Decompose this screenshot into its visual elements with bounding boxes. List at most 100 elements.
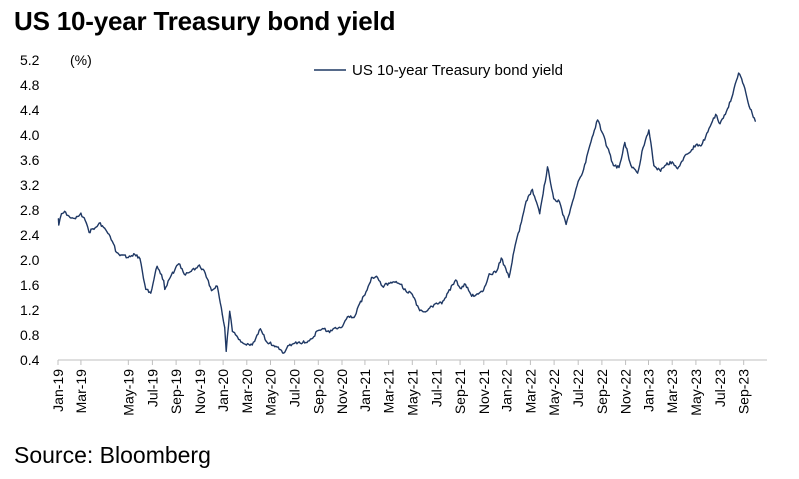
yield-data-point xyxy=(92,228,94,230)
yield-data-point xyxy=(405,290,407,292)
yield-data-point xyxy=(731,97,733,99)
x-tick-label: Jul-19 xyxy=(144,369,160,407)
yield-data-point xyxy=(164,288,166,290)
yield-data-point xyxy=(455,279,457,281)
yield-data-point xyxy=(748,105,750,107)
yield-data-point xyxy=(707,131,709,133)
yield-data-point xyxy=(334,326,336,329)
x-tick-label: May-22 xyxy=(546,369,562,416)
yield-data-point xyxy=(370,276,373,279)
yield-data-point xyxy=(74,218,77,220)
x-tick-label: Mar-23 xyxy=(664,369,680,414)
yield-data-point xyxy=(265,340,267,342)
x-tick-label: Jan-22 xyxy=(499,369,515,412)
yield-data-point xyxy=(127,256,129,259)
yield-data-point xyxy=(558,201,561,203)
yield-data-point xyxy=(612,165,615,167)
x-tick-label: Nov-22 xyxy=(618,369,634,414)
y-tick-label: 4.0 xyxy=(20,127,40,143)
y-tick-label: 1.2 xyxy=(20,302,40,318)
x-tick-label: Nov-21 xyxy=(476,369,492,414)
yield-data-point xyxy=(145,288,147,290)
x-tick-label: Jan-23 xyxy=(641,369,657,412)
yield-data-point xyxy=(311,338,313,340)
yield-data-point xyxy=(323,328,325,330)
x-tick-label: Jan-21 xyxy=(357,369,373,412)
yield-data-point xyxy=(508,276,510,279)
yield-data-point xyxy=(98,222,100,224)
chart-title: US 10-year Treasury bond yield xyxy=(14,6,396,36)
yield-data-point xyxy=(358,303,361,305)
yield-data-point xyxy=(431,305,433,307)
yield-data-point xyxy=(571,204,573,206)
yield-data-point xyxy=(464,283,467,285)
yield-data-point xyxy=(204,272,206,274)
yield-data-point xyxy=(606,146,608,149)
y-tick-label: 4.4 xyxy=(20,102,40,118)
yield-data-point xyxy=(719,123,721,125)
yield-data-point xyxy=(184,274,186,276)
yield-data-point xyxy=(539,213,541,215)
x-tick-label: Jan-19 xyxy=(50,369,66,412)
yield-data-point xyxy=(57,218,60,220)
yield-data-point xyxy=(653,165,655,167)
yield-data-point xyxy=(700,145,702,147)
yield-data-point xyxy=(589,145,591,147)
y-tick-label: 5.2 xyxy=(20,52,40,68)
yield-data-point xyxy=(163,280,165,282)
yield-data-point xyxy=(482,290,484,292)
y-tick-label: 4.8 xyxy=(20,77,40,93)
yield-data-point xyxy=(58,224,60,226)
x-tick-label: Mar-19 xyxy=(73,369,89,414)
yield-data-point xyxy=(393,281,395,283)
yield-data-point xyxy=(317,330,319,332)
yield-data-point xyxy=(683,156,685,159)
yield-data-point xyxy=(245,344,247,346)
yield-data-point xyxy=(121,254,123,256)
yield-data-point xyxy=(459,287,461,289)
yield-data-point xyxy=(198,264,200,266)
yield-data-point xyxy=(677,168,679,170)
yield-data-point xyxy=(553,198,555,200)
yield-data-point xyxy=(400,283,402,285)
yield-data-point xyxy=(738,72,740,74)
yield-data-point xyxy=(231,330,233,332)
yield-data-point xyxy=(419,310,421,312)
yield-data-point xyxy=(754,120,756,122)
yield-data-point xyxy=(695,144,697,146)
x-tick-label: Jul-23 xyxy=(712,369,728,407)
yield-data-point xyxy=(500,257,502,259)
x-tick-label: Jul-20 xyxy=(287,369,303,407)
x-tick-label: Sep-23 xyxy=(736,369,752,414)
yield-data-point xyxy=(251,344,253,346)
x-tick-label: Sep-20 xyxy=(310,369,326,414)
yield-data-point xyxy=(283,352,285,354)
x-tick-label: May-20 xyxy=(263,369,279,416)
yield-data-point xyxy=(88,231,90,234)
yield-data-point xyxy=(69,216,71,219)
x-tick-label: Mar-20 xyxy=(239,369,255,414)
yield-data-point xyxy=(660,170,662,172)
yield-data-point xyxy=(637,172,639,174)
yield-data-point xyxy=(715,113,717,115)
yield-data-point xyxy=(238,338,240,340)
yield-data-point xyxy=(275,345,277,347)
yield-data-point xyxy=(221,313,223,315)
yield-data-point xyxy=(353,316,355,319)
yield-data-point xyxy=(411,293,413,295)
yield-series-line xyxy=(57,72,756,354)
yield-data-point xyxy=(116,251,118,254)
yield-data-point xyxy=(139,258,141,260)
yield-data-point xyxy=(601,131,603,133)
y-tick-label: 3.6 xyxy=(20,152,40,168)
yield-data-point xyxy=(388,282,390,284)
yield-data-point xyxy=(577,180,579,182)
yield-data-point xyxy=(424,311,427,313)
yield-data-point xyxy=(525,200,527,202)
y-tick-label: 3.2 xyxy=(20,177,40,193)
y-tick-label: 0.4 xyxy=(20,352,40,368)
y-tick-label: 2.4 xyxy=(20,227,40,243)
yield-data-point xyxy=(519,225,521,227)
yield-data-point xyxy=(724,113,727,115)
